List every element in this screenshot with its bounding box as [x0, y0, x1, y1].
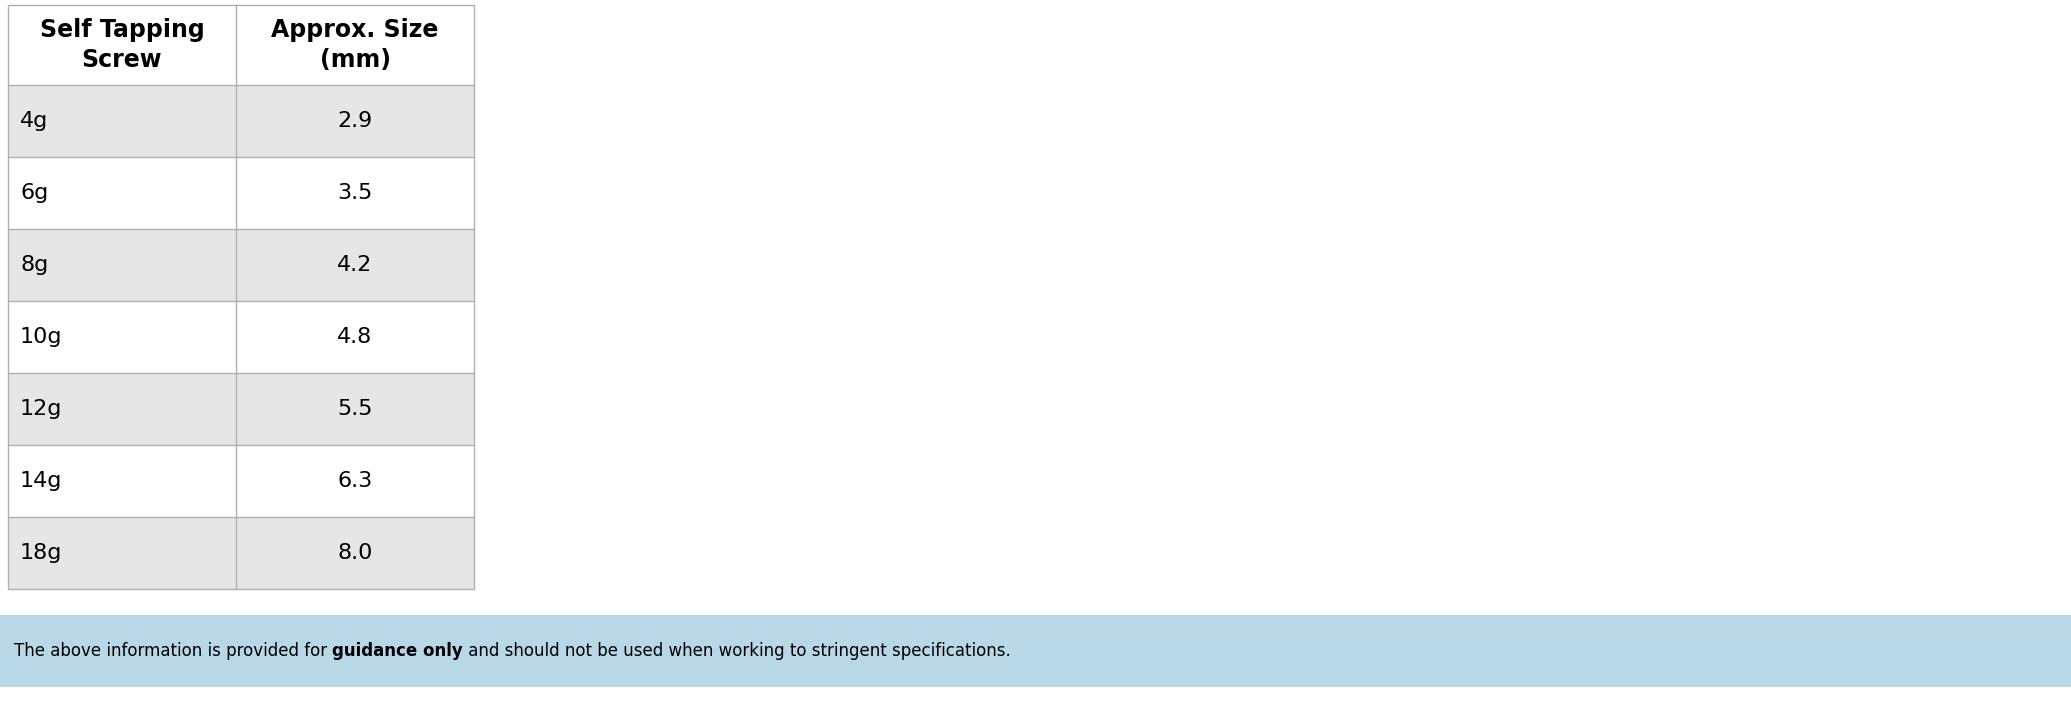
Bar — [8, 5, 236, 85]
Text: Self Tapping
Screw: Self Tapping Screw — [39, 18, 205, 72]
Bar — [8, 373, 236, 445]
Bar — [236, 85, 474, 157]
Text: 4g: 4g — [21, 111, 48, 131]
Text: 18g: 18g — [21, 543, 62, 563]
Text: 8g: 8g — [21, 255, 48, 275]
Bar — [8, 5, 474, 589]
Text: 6.3: 6.3 — [338, 471, 373, 491]
Bar — [236, 373, 474, 445]
Text: 10g: 10g — [21, 327, 62, 347]
Text: 14g: 14g — [21, 471, 62, 491]
Text: 4.8: 4.8 — [338, 327, 373, 347]
Bar — [0, 615, 2071, 687]
Bar — [8, 85, 236, 157]
Text: 8.0: 8.0 — [338, 543, 373, 563]
Bar — [8, 157, 236, 229]
Bar — [8, 445, 236, 517]
Bar — [236, 5, 474, 85]
Text: 5.5: 5.5 — [338, 399, 373, 419]
Text: guidance only: guidance only — [331, 642, 464, 660]
Bar — [236, 517, 474, 589]
Bar — [236, 229, 474, 301]
Bar — [8, 301, 236, 373]
Bar — [236, 301, 474, 373]
Bar — [8, 517, 236, 589]
Text: and should not be used when working to stringent specifications.: and should not be used when working to s… — [464, 642, 1011, 660]
Text: 2.9: 2.9 — [338, 111, 373, 131]
Text: 3.5: 3.5 — [338, 183, 373, 203]
Text: The above information is provided for: The above information is provided for — [14, 642, 331, 660]
Text: Approx. Size
(mm): Approx. Size (mm) — [271, 18, 439, 72]
Bar — [236, 157, 474, 229]
Bar — [8, 229, 236, 301]
Text: 6g: 6g — [21, 183, 48, 203]
Text: 4.2: 4.2 — [338, 255, 373, 275]
Text: 12g: 12g — [21, 399, 62, 419]
Bar — [236, 445, 474, 517]
